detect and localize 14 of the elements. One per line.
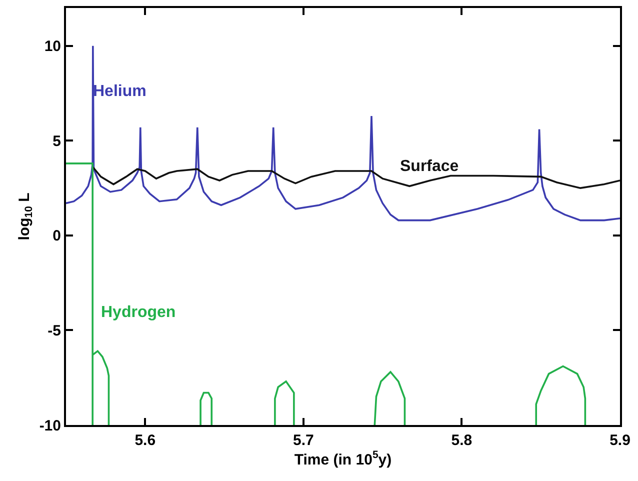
- y-tick-label: 10: [44, 38, 61, 56]
- series-label: Surface: [400, 158, 459, 175]
- y-tick-label: -5: [48, 322, 61, 340]
- series-label: Hydrogen: [101, 304, 176, 321]
- x-tick-label: 5.9: [610, 432, 630, 449]
- y-tick-label: -10: [39, 417, 61, 434]
- y-tick-label: 5: [52, 132, 61, 150]
- x-tick-label: 5.6: [134, 432, 156, 449]
- x-tick-label: 5.8: [451, 432, 472, 449]
- x-tick-label: 5.7: [293, 432, 314, 449]
- line-series: [66, 45, 620, 222]
- series-label: Helium: [93, 83, 146, 100]
- y-tick-label: 0: [52, 228, 61, 245]
- x-axis-title: Time (in 10$^{5}$y): [294, 449, 392, 468]
